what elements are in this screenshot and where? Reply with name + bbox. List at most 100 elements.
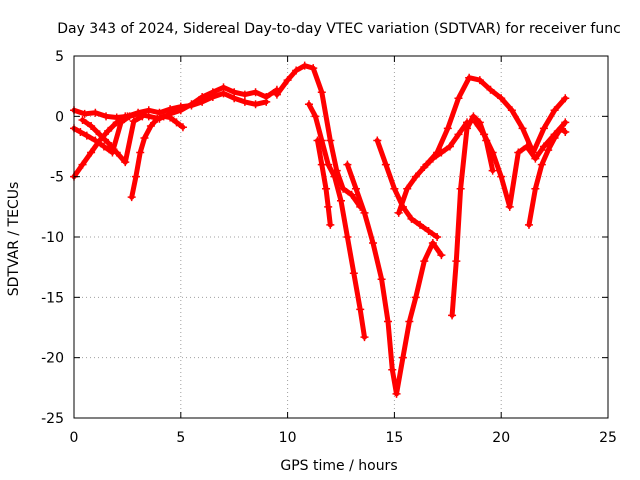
y-tick-label: -5: [50, 170, 64, 186]
data-point-marker: [76, 128, 85, 137]
data-point-marker: [80, 109, 89, 118]
data-point-marker: [398, 353, 407, 362]
data-point-marker: [411, 293, 420, 302]
data-point-marker: [140, 134, 149, 143]
tick-layer: 0 5 10 15 20 25 -25 -20 -15 -10 -5 0 5: [41, 49, 617, 446]
data-point-marker: [437, 251, 446, 260]
series-arc-13: [449, 113, 496, 318]
data-point-marker: [407, 214, 416, 223]
data-point-marker: [445, 142, 454, 151]
data-point-marker: [416, 220, 425, 229]
data-point-marker: [262, 93, 271, 102]
data-point-marker: [208, 88, 217, 97]
x-tick-label: 5: [176, 430, 185, 446]
data-point-marker: [95, 130, 104, 139]
data-point-marker: [531, 184, 540, 193]
y-tick-label: 5: [55, 49, 64, 65]
data-point-marker: [428, 239, 437, 248]
series-arc-11: [396, 119, 470, 216]
data-point-marker: [373, 136, 382, 145]
data-point-marker: [537, 160, 546, 169]
data-point-marker: [514, 148, 523, 157]
data-point-marker: [324, 202, 333, 211]
data-point-marker: [505, 202, 514, 211]
data-point-marker: [121, 158, 130, 167]
data-point-marker: [198, 93, 207, 102]
data-point-marker: [251, 88, 260, 97]
chart-title: Day 343 of 2024, Sidereal Day-to-day VTE…: [57, 21, 621, 37]
series-arc-4: [80, 113, 145, 165]
data-point-marker: [411, 172, 420, 181]
data-point-marker: [488, 148, 497, 157]
data-point-marker: [343, 233, 352, 241]
y-tick-label: -20: [41, 351, 64, 367]
data-point-marker: [377, 275, 386, 284]
data-point-marker: [82, 131, 91, 140]
data-point-marker: [351, 184, 360, 193]
data-point-marker: [524, 220, 533, 229]
data-point-marker: [424, 226, 433, 235]
data-point-marker: [112, 148, 121, 157]
data-point-marker: [561, 128, 570, 137]
data-point-marker: [497, 172, 506, 181]
data-point-marker: [87, 121, 96, 130]
x-tick-label: 25: [599, 430, 617, 446]
data-point-marker: [480, 130, 489, 139]
data-point-marker: [454, 94, 463, 103]
data-point-marker: [456, 184, 465, 193]
data-point-marker: [283, 76, 292, 85]
data-point-marker: [326, 136, 335, 145]
data-point-marker: [360, 333, 369, 342]
data-point-marker: [486, 85, 495, 94]
data-point-marker: [178, 123, 187, 132]
data-point-marker: [104, 126, 113, 135]
y-tick-label: -25: [41, 411, 64, 427]
series-arc-5: [129, 113, 186, 200]
series-arc-9: [344, 162, 444, 397]
data-point-marker: [369, 239, 378, 248]
data-point-marker: [127, 193, 136, 202]
series-arc-7: [306, 101, 367, 340]
series-arc-10: [374, 138, 440, 240]
x-tick-label: 15: [385, 430, 403, 446]
data-point-marker: [539, 142, 548, 151]
data-point-marker: [292, 66, 301, 75]
x-axis-label: GPS time / hours: [280, 458, 397, 474]
data-point-marker: [304, 100, 313, 109]
data-point-marker: [465, 73, 474, 82]
data-point-marker: [91, 108, 100, 117]
data-point-marker: [78, 160, 87, 169]
data-point-marker: [381, 160, 390, 169]
data-point-marker: [311, 112, 320, 121]
data-point-marker: [240, 97, 249, 106]
data-point-marker: [138, 112, 147, 121]
data-point-marker: [539, 124, 548, 133]
data-point-marker: [159, 112, 168, 121]
data-point-marker: [448, 311, 457, 320]
data-point-marker: [550, 134, 559, 143]
data-point-marker: [471, 118, 480, 127]
data-point-marker: [443, 124, 452, 133]
data-point-marker: [454, 130, 463, 139]
data-point-marker: [78, 115, 87, 124]
data-point-marker: [330, 172, 339, 181]
data-point-marker: [550, 106, 559, 115]
data-point-marker: [507, 106, 516, 115]
data-point-marker: [343, 160, 352, 169]
data-point-marker: [166, 113, 175, 122]
data-point-marker: [356, 305, 365, 314]
data-point-marker: [317, 160, 326, 169]
data-point-marker: [403, 184, 412, 193]
data-point-marker: [339, 184, 348, 193]
data-point-marker: [172, 118, 181, 127]
data-point-marker: [518, 124, 527, 133]
data-point-marker: [488, 166, 497, 175]
data-point-marker: [433, 148, 442, 157]
data-point-marker: [522, 142, 531, 151]
data-point-marker: [349, 269, 358, 278]
data-point-marker: [146, 121, 155, 130]
data-point-marker: [463, 124, 472, 133]
data-point-marker: [475, 76, 484, 85]
data-point-marker: [230, 88, 239, 97]
